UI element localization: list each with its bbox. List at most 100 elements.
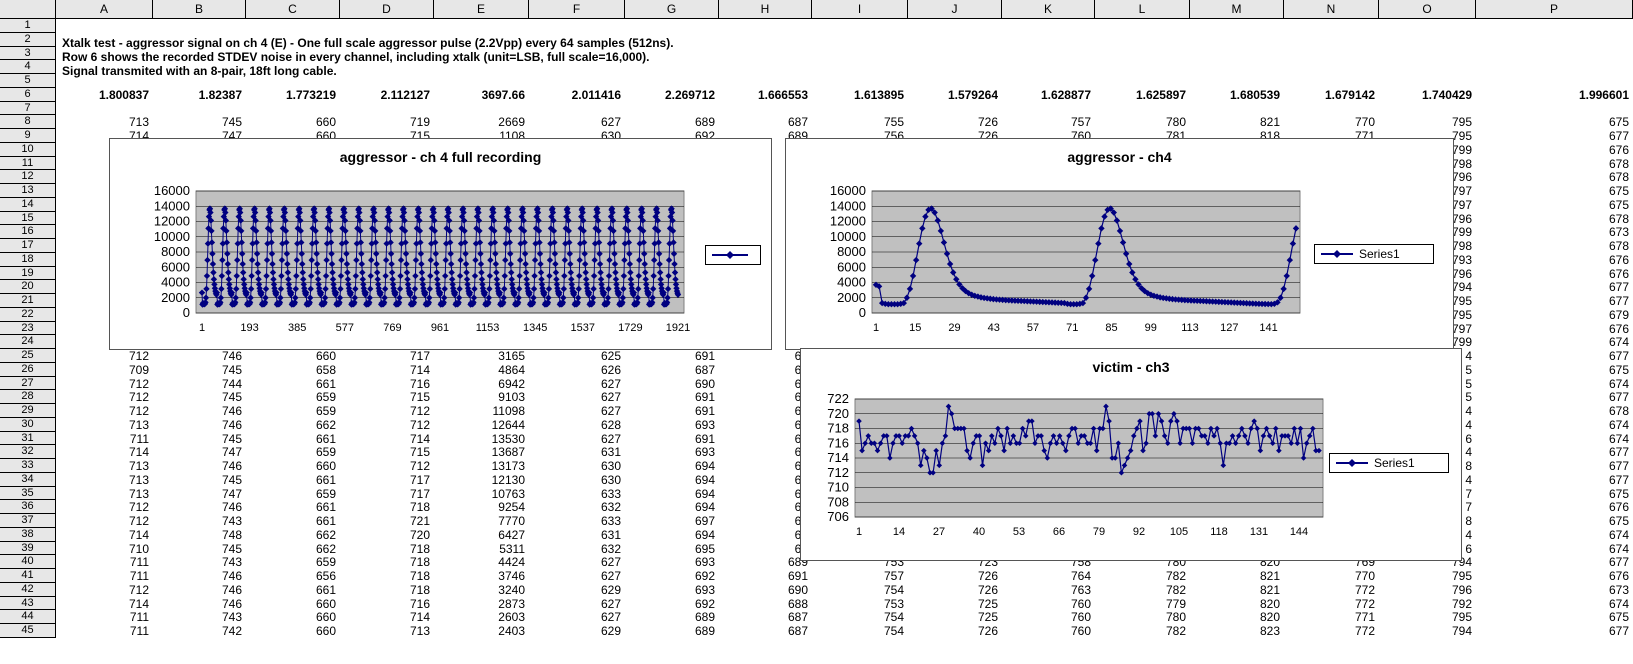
cell-F36[interactable]: 632 xyxy=(600,500,621,515)
cell-A8[interactable]: 713 xyxy=(128,115,149,130)
cell-I45[interactable]: 754 xyxy=(883,624,904,638)
cell-F41[interactable]: 627 xyxy=(600,569,621,583)
cell-J42[interactable]: 726 xyxy=(977,582,998,597)
row-header-1[interactable]: 1 xyxy=(0,19,56,33)
cell-P19[interactable]: 676 xyxy=(1608,266,1629,281)
cell-E29[interactable]: 11098 xyxy=(492,404,525,418)
cell-P37[interactable]: 675 xyxy=(1608,514,1629,528)
cell-P18[interactable]: 676 xyxy=(1608,252,1629,267)
cell-G43[interactable]: 692 xyxy=(694,596,715,611)
cell-O17[interactable]: 798 xyxy=(1451,239,1472,253)
cell-B26[interactable]: 745 xyxy=(221,362,242,377)
cell-C43[interactable]: 660 xyxy=(315,596,336,611)
cell-M43[interactable]: 820 xyxy=(1259,596,1280,611)
cell-I42[interactable]: 754 xyxy=(883,582,904,597)
cell-B41[interactable]: 746 xyxy=(221,569,242,583)
cell-N43[interactable]: 772 xyxy=(1354,596,1375,611)
cell-O34[interactable]: 4 xyxy=(1465,472,1472,487)
row-header-20[interactable]: 20 xyxy=(0,280,56,294)
row-header-21[interactable]: 21 xyxy=(0,294,56,308)
column-header-F[interactable]: F xyxy=(529,0,625,19)
cell-P24[interactable]: 674 xyxy=(1608,335,1629,350)
cell-C45[interactable]: 660 xyxy=(315,624,336,638)
cell-P43[interactable]: 674 xyxy=(1608,596,1629,611)
cell-D44[interactable]: 714 xyxy=(409,610,430,625)
cell-B28[interactable]: 745 xyxy=(221,390,242,405)
cell-A43[interactable]: 714 xyxy=(128,596,149,611)
row-header-30[interactable]: 30 xyxy=(0,417,56,432)
cell-K45[interactable]: 760 xyxy=(1070,624,1091,638)
cell-P27[interactable]: 674 xyxy=(1608,376,1629,391)
cell-H26[interactable]: 68 xyxy=(719,363,808,378)
cell-O11[interactable]: 798 xyxy=(1451,156,1472,171)
row-header-29[interactable]: 29 xyxy=(0,404,56,418)
cell-K44[interactable]: 760 xyxy=(1070,610,1091,625)
cell-E33[interactable]: 13173 xyxy=(491,459,525,473)
cell-H27[interactable]: 69 xyxy=(719,377,808,392)
cell-C40[interactable]: 659 xyxy=(315,555,336,570)
cell-G29[interactable]: 691 xyxy=(694,404,715,418)
cell-P17[interactable]: 678 xyxy=(1608,239,1629,253)
cell-B34[interactable]: 745 xyxy=(221,472,242,487)
row-header-28[interactable]: 28 xyxy=(0,390,56,404)
cell-E26[interactable]: 4864 xyxy=(498,362,525,377)
cell-O20[interactable]: 794 xyxy=(1451,280,1472,295)
cell-B44[interactable]: 743 xyxy=(221,610,242,625)
cell-D6[interactable]: 2.112127 xyxy=(380,87,430,102)
cell-P20[interactable]: 677 xyxy=(1608,280,1629,295)
cell-A36[interactable]: 712 xyxy=(128,500,149,515)
cell-O42[interactable]: 796 xyxy=(1451,582,1472,597)
cell-G32[interactable]: 693 xyxy=(694,445,715,460)
cell-P16[interactable]: 673 xyxy=(1608,225,1629,240)
column-header-B[interactable]: B xyxy=(153,0,246,19)
cell-E45[interactable]: 2403 xyxy=(498,624,525,638)
cell-I8[interactable]: 755 xyxy=(883,115,904,130)
cell-G34[interactable]: 694 xyxy=(694,472,715,487)
cell-F32[interactable]: 631 xyxy=(600,445,621,460)
cell-D42[interactable]: 718 xyxy=(409,582,430,597)
column-header-E[interactable]: E xyxy=(434,0,529,19)
cell-A34[interactable]: 713 xyxy=(128,472,149,487)
row-header-13[interactable]: 13 xyxy=(0,184,56,198)
row-header-16[interactable]: 16 xyxy=(0,225,56,239)
cell-A35[interactable]: 713 xyxy=(128,486,149,501)
cell-O19[interactable]: 796 xyxy=(1451,266,1472,281)
cell-F44[interactable]: 627 xyxy=(600,610,621,625)
cell-K8[interactable]: 757 xyxy=(1070,115,1091,130)
row-header-34[interactable]: 34 xyxy=(0,472,56,487)
row-header-2[interactable]: 2 xyxy=(0,32,56,47)
cell-H6[interactable]: 1.666553 xyxy=(757,87,808,102)
column-header-G[interactable]: G xyxy=(625,0,719,19)
cell-P29[interactable]: 678 xyxy=(1608,404,1629,418)
cell-F40[interactable]: 627 xyxy=(600,555,621,570)
cell-E44[interactable]: 2603 xyxy=(498,610,525,625)
cell-E28[interactable]: 9103 xyxy=(498,390,525,405)
cell-K43[interactable]: 760 xyxy=(1070,596,1091,611)
cell-B6[interactable]: 1.82387 xyxy=(198,87,242,102)
cell-E36[interactable]: 9254 xyxy=(498,500,525,515)
cell-A42[interactable]: 712 xyxy=(128,582,149,597)
cell-C8[interactable]: 660 xyxy=(315,115,336,130)
cell-O41[interactable]: 795 xyxy=(1451,569,1472,583)
cell-P6[interactable]: 1.996601 xyxy=(1578,87,1629,102)
cell-E39[interactable]: 5311 xyxy=(499,541,525,556)
cell-D25[interactable]: 717 xyxy=(409,349,430,363)
row-header-45[interactable]: 45 xyxy=(0,624,56,638)
cell-A39[interactable]: 710 xyxy=(128,541,149,556)
select-all-corner[interactable] xyxy=(0,0,56,19)
cell-M44[interactable]: 820 xyxy=(1259,610,1280,625)
cell-D39[interactable]: 718 xyxy=(409,541,430,556)
cell-H38[interactable]: 68 xyxy=(719,528,808,543)
cell-P39[interactable]: 674 xyxy=(1608,541,1629,556)
row-header-23[interactable]: 23 xyxy=(0,321,56,336)
cell-H29[interactable]: 68 xyxy=(719,404,808,419)
column-header-O[interactable]: O xyxy=(1379,0,1476,19)
cell-O35[interactable]: 7 xyxy=(1465,486,1472,501)
cell-C44[interactable]: 660 xyxy=(315,610,336,625)
row-header-27[interactable]: 27 xyxy=(0,376,56,391)
chart-legend[interactable]: Series1 xyxy=(1314,244,1434,264)
cell-P26[interactable]: 675 xyxy=(1608,362,1629,377)
cell-G27[interactable]: 690 xyxy=(694,376,715,391)
cell-F45[interactable]: 629 xyxy=(600,624,621,638)
cell-B43[interactable]: 746 xyxy=(221,596,242,611)
